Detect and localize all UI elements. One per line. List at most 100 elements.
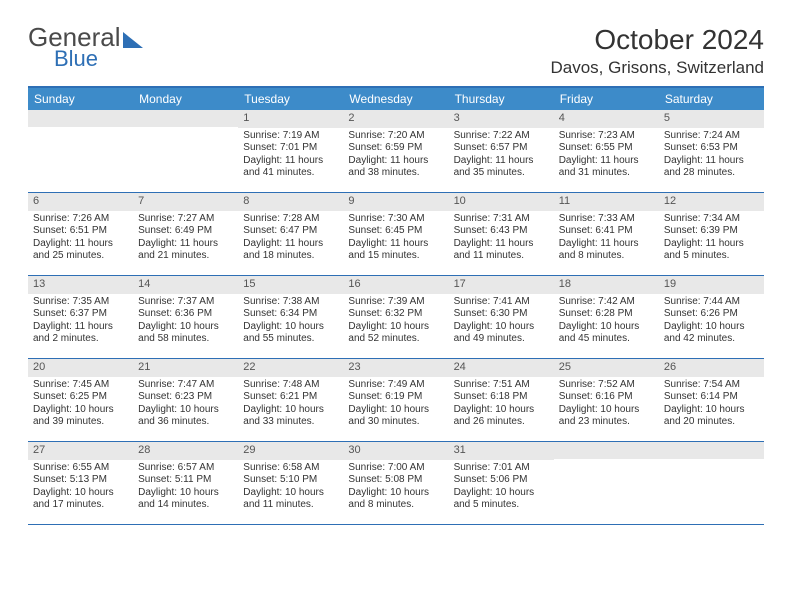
day-line: Sunset: 6:45 PM [348,225,443,238]
dow-header: Friday [554,88,659,110]
day-body: Sunrise: 7:20 AMSunset: 6:59 PMDaylight:… [343,128,448,186]
day-line: Sunrise: 7:54 AM [664,379,759,392]
day-line: Sunset: 6:55 PM [559,142,654,155]
day-line: Sunrise: 7:31 AM [454,213,549,226]
day-number: 8 [238,193,343,211]
day-cell [554,442,659,524]
day-number: 31 [449,442,554,460]
day-line: Sunrise: 7:00 AM [348,462,443,475]
day-body: Sunrise: 7:47 AMSunset: 6:23 PMDaylight:… [133,377,238,435]
day-number: 19 [659,276,764,294]
day-body: Sunrise: 6:55 AMSunset: 5:13 PMDaylight:… [28,460,133,518]
day-number: 9 [343,193,448,211]
day-line: Sunset: 6:18 PM [454,391,549,404]
day-line: Sunrise: 7:39 AM [348,296,443,309]
dow-header: Saturday [659,88,764,110]
day-body: Sunrise: 7:30 AMSunset: 6:45 PMDaylight:… [343,211,448,269]
day-cell: 4Sunrise: 7:23 AMSunset: 6:55 PMDaylight… [554,110,659,192]
day-number: 27 [28,442,133,460]
day-body: Sunrise: 7:49 AMSunset: 6:19 PMDaylight:… [343,377,448,435]
day-cell: 27Sunrise: 6:55 AMSunset: 5:13 PMDayligh… [28,442,133,524]
day-line: Sunset: 6:30 PM [454,308,549,321]
week-row: 6Sunrise: 7:26 AMSunset: 6:51 PMDaylight… [28,193,764,276]
day-line: Sunrise: 7:22 AM [454,130,549,143]
day-number: 20 [28,359,133,377]
day-line: Daylight: 10 hours and 11 minutes. [243,487,338,512]
day-line: Sunset: 6:53 PM [664,142,759,155]
day-line: Sunrise: 7:52 AM [559,379,654,392]
day-number: 25 [554,359,659,377]
day-body: Sunrise: 7:24 AMSunset: 6:53 PMDaylight:… [659,128,764,186]
dow-header: Sunday [28,88,133,110]
title-block: October 2024 Davos, Grisons, Switzerland [550,24,764,78]
day-line: Sunrise: 7:33 AM [559,213,654,226]
day-line: Sunset: 6:28 PM [559,308,654,321]
day-number: 14 [133,276,238,294]
day-number [659,442,764,459]
dow-header: Monday [133,88,238,110]
day-line: Daylight: 10 hours and 30 minutes. [348,404,443,429]
day-line: Daylight: 10 hours and 36 minutes. [138,404,233,429]
day-line: Daylight: 10 hours and 45 minutes. [559,321,654,346]
day-line: Sunrise: 7:34 AM [664,213,759,226]
day-line: Sunset: 6:34 PM [243,308,338,321]
day-line: Sunset: 6:37 PM [33,308,128,321]
day-line: Daylight: 11 hours and 2 minutes. [33,321,128,346]
day-body: Sunrise: 7:22 AMSunset: 6:57 PMDaylight:… [449,128,554,186]
day-line: Sunset: 5:08 PM [348,474,443,487]
day-line: Daylight: 10 hours and 58 minutes. [138,321,233,346]
day-body: Sunrise: 7:28 AMSunset: 6:47 PMDaylight:… [238,211,343,269]
day-body: Sunrise: 7:27 AMSunset: 6:49 PMDaylight:… [133,211,238,269]
day-number: 1 [238,110,343,128]
week-row: 20Sunrise: 7:45 AMSunset: 6:25 PMDayligh… [28,359,764,442]
day-body: Sunrise: 7:33 AMSunset: 6:41 PMDaylight:… [554,211,659,269]
day-line: Sunrise: 7:41 AM [454,296,549,309]
triangle-icon [123,32,143,48]
day-body: Sunrise: 7:38 AMSunset: 6:34 PMDaylight:… [238,294,343,352]
day-line: Sunset: 6:36 PM [138,308,233,321]
day-line: Daylight: 10 hours and 17 minutes. [33,487,128,512]
day-line: Daylight: 11 hours and 25 minutes. [33,238,128,263]
day-number: 6 [28,193,133,211]
day-line: Sunrise: 7:48 AM [243,379,338,392]
day-number: 11 [554,193,659,211]
day-line: Daylight: 10 hours and 42 minutes. [664,321,759,346]
day-line: Daylight: 10 hours and 5 minutes. [454,487,549,512]
day-number: 15 [238,276,343,294]
day-cell: 7Sunrise: 7:27 AMSunset: 6:49 PMDaylight… [133,193,238,275]
day-cell: 29Sunrise: 6:58 AMSunset: 5:10 PMDayligh… [238,442,343,524]
week-row: 27Sunrise: 6:55 AMSunset: 5:13 PMDayligh… [28,442,764,525]
day-line: Daylight: 10 hours and 52 minutes. [348,321,443,346]
day-body: Sunrise: 7:42 AMSunset: 6:28 PMDaylight:… [554,294,659,352]
day-line: Sunset: 6:47 PM [243,225,338,238]
day-body: Sunrise: 7:26 AMSunset: 6:51 PMDaylight:… [28,211,133,269]
day-line: Daylight: 10 hours and 39 minutes. [33,404,128,429]
dow-header: Tuesday [238,88,343,110]
day-cell: 19Sunrise: 7:44 AMSunset: 6:26 PMDayligh… [659,276,764,358]
day-cell: 2Sunrise: 7:20 AMSunset: 6:59 PMDaylight… [343,110,448,192]
day-line: Daylight: 11 hours and 11 minutes. [454,238,549,263]
day-body: Sunrise: 7:44 AMSunset: 6:26 PMDaylight:… [659,294,764,352]
day-line: Daylight: 11 hours and 31 minutes. [559,155,654,180]
day-cell: 10Sunrise: 7:31 AMSunset: 6:43 PMDayligh… [449,193,554,275]
day-line: Sunset: 6:43 PM [454,225,549,238]
day-line: Sunrise: 7:37 AM [138,296,233,309]
day-cell: 26Sunrise: 7:54 AMSunset: 6:14 PMDayligh… [659,359,764,441]
day-cell: 16Sunrise: 7:39 AMSunset: 6:32 PMDayligh… [343,276,448,358]
day-body: Sunrise: 7:39 AMSunset: 6:32 PMDaylight:… [343,294,448,352]
day-line: Daylight: 11 hours and 5 minutes. [664,238,759,263]
day-number: 4 [554,110,659,128]
day-line: Sunrise: 7:30 AM [348,213,443,226]
day-number: 5 [659,110,764,128]
day-cell: 11Sunrise: 7:33 AMSunset: 6:41 PMDayligh… [554,193,659,275]
day-body [133,127,238,135]
day-line: Sunset: 6:21 PM [243,391,338,404]
header: General Blue October 2024 Davos, Grisons… [28,24,764,78]
day-line: Sunrise: 7:20 AM [348,130,443,143]
day-body: Sunrise: 7:19 AMSunset: 7:01 PMDaylight:… [238,128,343,186]
day-number: 3 [449,110,554,128]
day-line: Sunrise: 7:28 AM [243,213,338,226]
day-cell: 31Sunrise: 7:01 AMSunset: 5:06 PMDayligh… [449,442,554,524]
day-number: 12 [659,193,764,211]
day-line: Sunset: 7:01 PM [243,142,338,155]
